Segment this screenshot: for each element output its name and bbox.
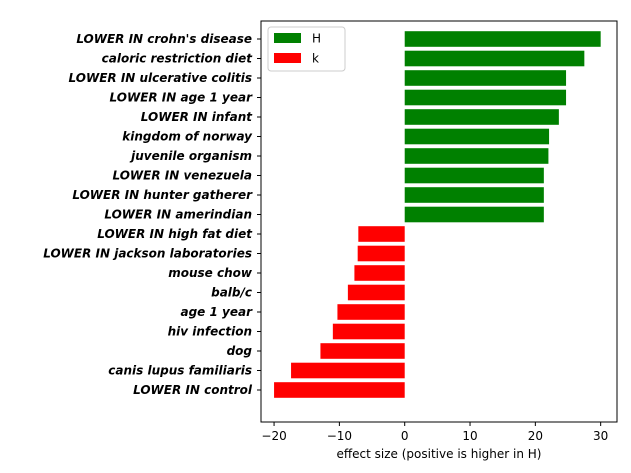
bar [320,343,405,359]
y-tick-label: LOWER IN age 1 year [110,91,254,105]
bar [347,284,405,301]
legend-swatch [274,33,301,43]
y-tick-label: mouse chow [168,266,253,280]
bar [354,265,405,281]
bar [332,323,405,340]
bar [358,226,405,242]
y-tick-label: hiv infection [168,325,252,339]
legend-label: k [312,52,319,66]
bar [404,70,567,86]
y-tick-label: age 1 year [180,305,253,319]
bar [404,109,559,125]
y-tick-label: LOWER IN crohn's disease [76,32,252,46]
legend-swatch [274,53,301,63]
bar [357,245,405,262]
y-tick-label: LOWER IN ulcerative colitis [69,71,252,85]
y-tick-label: caloric restriction diet [102,52,254,66]
y-tick-label: LOWER IN jackson laboratories [43,247,252,261]
bar [404,187,544,203]
y-axis-labels: LOWER IN crohn's disease caloric restrict… [43,32,261,397]
bar [404,128,550,145]
y-tick-label: juvenile organism [129,149,252,163]
y-tick-label: dog [227,344,253,358]
x-tick-label: 30 [593,429,608,443]
bar [404,167,544,184]
x-tick-label: −20 [261,429,286,443]
x-tick-label: −10 [327,429,352,443]
bar [404,31,601,47]
y-tick-label: LOWER IN high fat diet [97,227,253,241]
legend-label: H [312,32,321,46]
legend: Hk [267,26,346,72]
y-tick-label: balb/c [211,286,252,300]
bar [337,304,405,320]
bar [404,206,544,223]
bar [404,148,549,164]
x-tick-label: 10 [462,429,477,443]
y-tick-label: LOWER IN hunter gatherer [72,188,253,202]
x-tick-label: 20 [528,429,543,443]
bar [404,89,567,106]
bar [291,362,405,379]
x-tick-label: 0 [401,429,409,443]
bars-group [274,31,601,398]
y-tick-label: LOWER IN infant [141,110,253,124]
y-tick-label: LOWER IN venezuela [113,169,252,183]
x-axis-label: effect size (positive is higher in H) [337,447,542,461]
y-tick-label: LOWER IN control [133,383,253,397]
x-axis-ticks: −20 −10 0 10 20 30 [261,422,608,443]
y-tick-label: kingdom of norway [122,130,253,144]
y-tick-label: canis lupus familiaris [108,364,252,378]
plot-frame [260,20,618,423]
bar [404,50,585,67]
y-tick-label: LOWER IN amerindian [104,208,252,222]
bar [274,382,405,398]
